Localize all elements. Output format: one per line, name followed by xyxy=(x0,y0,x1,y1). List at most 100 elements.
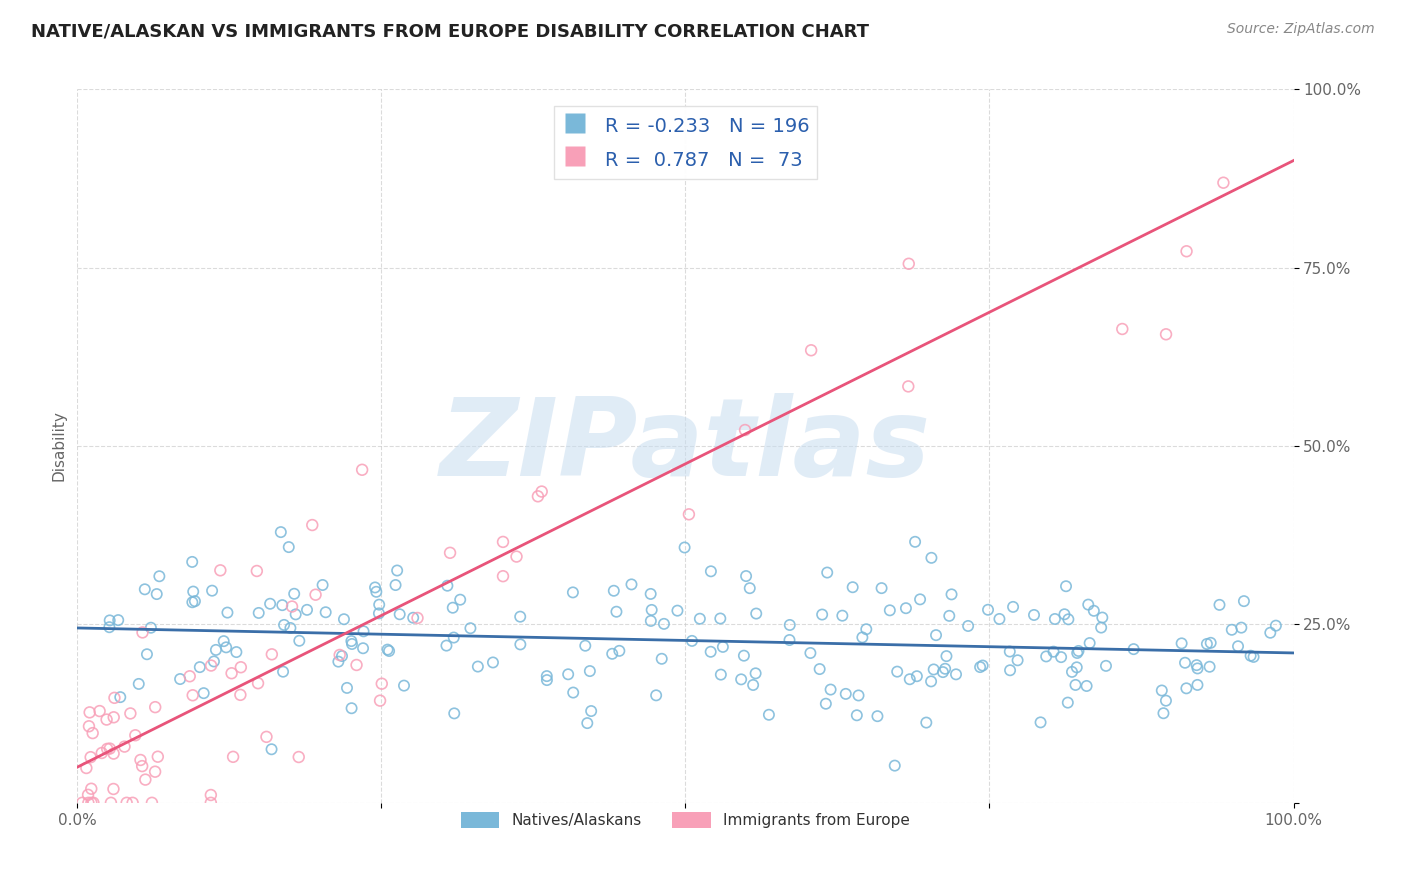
Point xyxy=(89,704,111,718)
Point xyxy=(82,726,104,740)
Point xyxy=(898,672,921,686)
Point xyxy=(181,595,204,609)
Point xyxy=(179,669,201,683)
Point xyxy=(886,665,908,679)
Point xyxy=(1095,658,1118,673)
Point xyxy=(908,592,931,607)
Point xyxy=(121,796,143,810)
Point xyxy=(107,613,129,627)
Point xyxy=(574,639,596,653)
Point xyxy=(1111,322,1133,336)
Point xyxy=(1066,646,1088,660)
Point xyxy=(733,648,755,663)
Point xyxy=(378,644,401,658)
Point xyxy=(103,690,125,705)
Point xyxy=(1060,665,1083,679)
Point xyxy=(1035,649,1057,664)
Point xyxy=(1233,594,1256,608)
Point xyxy=(90,746,112,760)
Point xyxy=(188,660,211,674)
Point xyxy=(841,580,863,594)
Point xyxy=(283,587,305,601)
Point xyxy=(1175,681,1198,696)
Point xyxy=(146,749,169,764)
Point xyxy=(1212,176,1234,190)
Point xyxy=(1227,639,1250,653)
Point xyxy=(709,611,731,625)
Point xyxy=(1208,598,1230,612)
Point xyxy=(352,641,374,656)
Point xyxy=(779,633,801,648)
Point xyxy=(145,587,167,601)
Point xyxy=(77,719,100,733)
Point xyxy=(678,508,700,522)
Point xyxy=(800,343,823,358)
Point xyxy=(148,569,170,583)
Point xyxy=(77,788,100,802)
Point xyxy=(260,742,283,756)
Point xyxy=(1198,659,1220,673)
Point xyxy=(260,648,283,662)
Point xyxy=(460,621,482,635)
Point xyxy=(600,647,623,661)
Point xyxy=(883,758,905,772)
Point xyxy=(98,620,121,634)
Point xyxy=(758,707,780,722)
Point xyxy=(492,569,515,583)
Legend: Natives/Alaskans, Immigrants from Europe: Natives/Alaskans, Immigrants from Europe xyxy=(456,806,915,834)
Point xyxy=(304,588,326,602)
Point xyxy=(246,564,269,578)
Point xyxy=(212,634,235,648)
Point xyxy=(1067,644,1090,658)
Point xyxy=(1050,650,1073,665)
Point xyxy=(114,739,136,754)
Point xyxy=(1239,648,1261,663)
Point xyxy=(998,644,1021,658)
Point xyxy=(920,674,942,689)
Point xyxy=(977,603,1000,617)
Point xyxy=(247,676,270,690)
Point xyxy=(134,582,156,597)
Point xyxy=(1078,636,1101,650)
Point xyxy=(103,747,125,761)
Text: NATIVE/ALASKAN VS IMMIGRANTS FROM EUROPE DISABILITY CORRELATION CHART: NATIVE/ALASKAN VS IMMIGRANTS FROM EUROPE… xyxy=(31,22,869,40)
Point xyxy=(120,706,142,721)
Point xyxy=(368,607,391,621)
Point xyxy=(141,796,163,810)
Point xyxy=(561,585,583,599)
Point xyxy=(1170,636,1192,650)
Point xyxy=(259,597,281,611)
Point xyxy=(103,782,125,797)
Y-axis label: Disability: Disability xyxy=(51,410,66,482)
Point xyxy=(998,663,1021,677)
Point xyxy=(505,549,527,564)
Point xyxy=(710,667,733,681)
Point xyxy=(143,700,166,714)
Point xyxy=(576,716,599,731)
Point xyxy=(1066,660,1088,674)
Point xyxy=(530,484,553,499)
Point xyxy=(128,677,150,691)
Point xyxy=(527,489,550,503)
Point xyxy=(1022,607,1045,622)
Point xyxy=(330,648,353,663)
Point xyxy=(169,672,191,686)
Point xyxy=(209,563,232,577)
Point xyxy=(509,637,531,651)
Point xyxy=(922,663,945,677)
Point xyxy=(935,649,957,664)
Point xyxy=(281,599,304,614)
Point xyxy=(808,662,831,676)
Point xyxy=(607,644,630,658)
Point xyxy=(603,583,626,598)
Point xyxy=(436,579,458,593)
Point xyxy=(1091,610,1114,624)
Point xyxy=(225,645,247,659)
Point xyxy=(1076,679,1098,693)
Point xyxy=(443,706,465,721)
Point xyxy=(870,581,893,595)
Point xyxy=(200,796,222,810)
Point xyxy=(831,608,853,623)
Point xyxy=(969,660,991,674)
Point xyxy=(96,742,118,756)
